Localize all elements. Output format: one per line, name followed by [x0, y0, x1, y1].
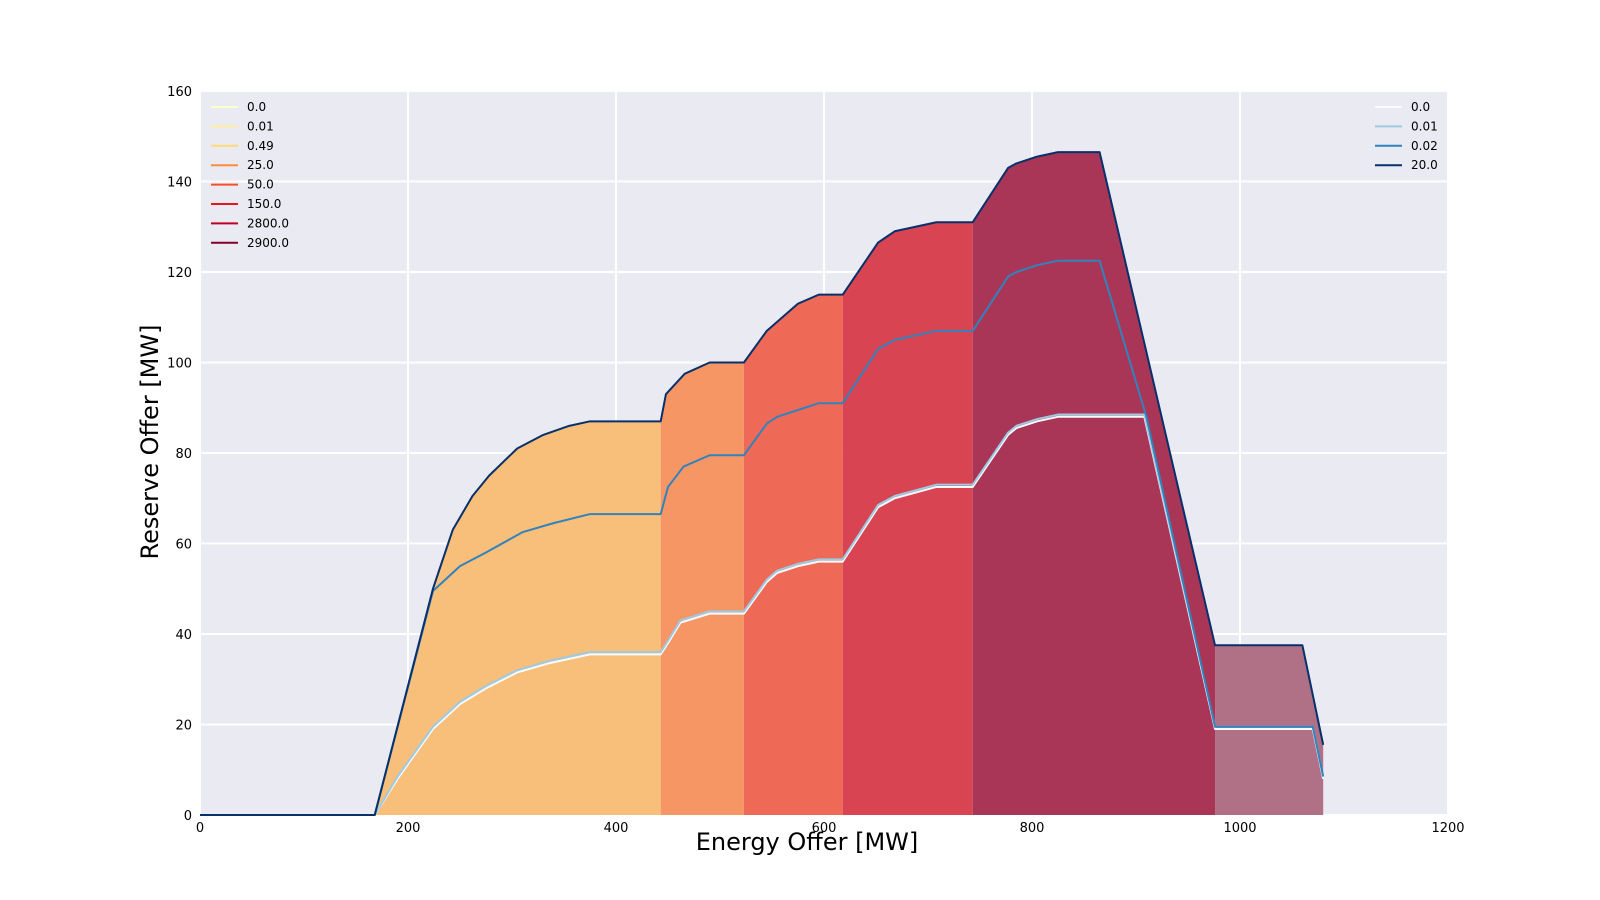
legend-label: 0.49	[247, 139, 274, 153]
x-axis-label: Energy Offer [MW]	[696, 828, 919, 856]
price-band-area-50.0	[743, 294, 843, 815]
x-tick-label: 1000	[1223, 821, 1256, 836]
legend-label: 25.0	[247, 158, 274, 172]
y-tick-label: 20	[175, 719, 192, 734]
y-tick-label: 120	[167, 266, 192, 281]
price-legend: 0.0 0.01 0.49 25.0 50.0 150.0 2800.0 2900.0	[211, 100, 289, 250]
legend-label: 0.02	[1411, 139, 1438, 153]
x-tick-label: 400	[604, 821, 629, 836]
x-tick-label: 600	[812, 821, 837, 836]
legend-label: 150.0	[247, 197, 281, 211]
series-line-20.0	[200, 151, 1325, 816]
price-band-area-150.0	[842, 222, 973, 816]
series-line-0.0	[200, 415, 1325, 816]
y-tick-label: 0	[184, 809, 192, 824]
y-tick-label: 140	[167, 176, 192, 191]
y-tick-label: 40	[175, 628, 192, 643]
price-band-area-25.0	[660, 362, 744, 815]
legend-label: 50.0	[247, 178, 274, 192]
legend-label: 2900.0	[247, 236, 289, 250]
y-tick-label: 80	[175, 447, 192, 462]
y-axis-label: Reserve Offer [MW]	[136, 325, 164, 560]
x-tick-label: 200	[396, 821, 421, 836]
legend-label: 20.0	[1411, 158, 1438, 172]
series-legend: 0.0 0.01 0.02 20.0	[1375, 100, 1438, 172]
price-band-area-2900.0	[1215, 645, 1324, 815]
legend-label: 0.0	[247, 100, 266, 114]
y-tick-label: 160	[167, 85, 192, 100]
x-tick-labels: 0 200 400 600 800 1000 1200	[196, 821, 1465, 836]
legend-label: 0.01	[1411, 119, 1438, 133]
legend-label: 0.01	[247, 119, 274, 133]
reserve-series-lines	[200, 151, 1325, 816]
y-tick-label: 100	[167, 357, 192, 372]
legend-label: 2800.0	[247, 216, 289, 230]
y-tick-label: 60	[175, 538, 192, 553]
y-tick-labels: 0 20 40 60 80 100 120 140 160	[167, 85, 192, 824]
x-tick-label: 0	[196, 821, 204, 836]
x-tick-label: 1200	[1431, 821, 1464, 836]
price-band-area-2800.0	[972, 152, 1216, 816]
series-line-0.01	[200, 413, 1325, 816]
price-band-areas	[374, 152, 1324, 816]
legend-label: 0.0	[1411, 100, 1430, 114]
series-line-0.02	[200, 259, 1325, 816]
x-tick-label: 800	[1020, 821, 1045, 836]
